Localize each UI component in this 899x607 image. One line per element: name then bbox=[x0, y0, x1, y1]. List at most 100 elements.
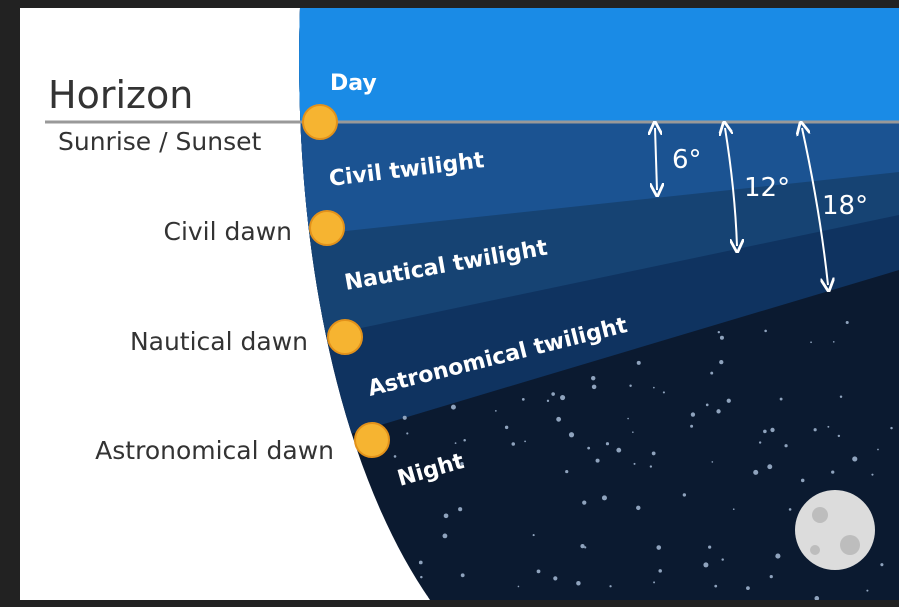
star bbox=[602, 495, 607, 500]
star bbox=[537, 570, 541, 574]
star bbox=[784, 444, 787, 447]
star bbox=[627, 418, 629, 420]
star bbox=[764, 330, 767, 333]
star bbox=[533, 534, 535, 536]
star bbox=[587, 447, 590, 450]
star bbox=[759, 441, 761, 443]
star bbox=[831, 470, 834, 473]
star bbox=[706, 404, 709, 407]
star bbox=[683, 493, 686, 496]
star bbox=[767, 464, 772, 469]
day-band bbox=[280, 8, 899, 122]
star bbox=[458, 507, 462, 511]
star bbox=[658, 569, 662, 573]
star bbox=[780, 398, 783, 401]
angle-label: 6° bbox=[672, 145, 702, 175]
star bbox=[512, 442, 516, 446]
horizon-label: Horizon bbox=[48, 73, 193, 117]
crater bbox=[812, 507, 828, 523]
star bbox=[838, 435, 840, 437]
sun bbox=[328, 320, 362, 354]
star bbox=[866, 590, 868, 592]
star bbox=[877, 449, 879, 451]
star bbox=[419, 562, 421, 564]
star bbox=[565, 470, 568, 473]
star bbox=[716, 409, 720, 413]
star bbox=[569, 432, 574, 437]
star bbox=[653, 581, 655, 583]
star bbox=[703, 562, 708, 567]
diagram: Horizon Sunrise / Sunset Civil dawn Naut… bbox=[0, 0, 899, 607]
sunrise-label: Sunrise / Sunset bbox=[58, 127, 261, 156]
star bbox=[880, 563, 883, 566]
star bbox=[652, 452, 656, 456]
star bbox=[770, 575, 773, 578]
star bbox=[451, 405, 456, 410]
star bbox=[711, 461, 713, 463]
sun bbox=[303, 105, 337, 139]
star bbox=[394, 455, 397, 458]
star bbox=[833, 341, 835, 343]
astronomical-dawn-label: Astronomical dawn bbox=[95, 436, 334, 465]
star bbox=[714, 585, 717, 588]
star bbox=[708, 546, 711, 549]
star bbox=[636, 506, 640, 510]
star bbox=[463, 439, 466, 442]
star bbox=[770, 428, 774, 432]
star bbox=[629, 385, 631, 387]
star bbox=[576, 581, 580, 585]
star bbox=[775, 554, 780, 559]
star bbox=[547, 400, 549, 402]
star bbox=[455, 442, 457, 444]
star bbox=[727, 399, 731, 403]
star bbox=[827, 426, 829, 428]
nautical-dawn-label: Nautical dawn bbox=[130, 327, 308, 356]
star bbox=[580, 544, 584, 548]
star bbox=[609, 585, 611, 587]
star bbox=[632, 431, 634, 433]
star bbox=[721, 558, 723, 560]
star bbox=[518, 586, 520, 588]
star bbox=[763, 430, 767, 434]
star bbox=[733, 508, 735, 510]
crater bbox=[810, 545, 820, 555]
star bbox=[718, 331, 720, 333]
star bbox=[616, 448, 621, 453]
star bbox=[443, 533, 448, 538]
star bbox=[840, 396, 842, 398]
star bbox=[710, 372, 713, 375]
star bbox=[634, 463, 636, 465]
star bbox=[591, 376, 595, 380]
star bbox=[720, 336, 724, 340]
star bbox=[690, 425, 693, 428]
star bbox=[814, 428, 817, 431]
star bbox=[553, 576, 557, 580]
star bbox=[606, 442, 609, 445]
star bbox=[551, 392, 555, 396]
star bbox=[890, 427, 892, 429]
star bbox=[495, 410, 497, 412]
star bbox=[746, 586, 750, 590]
star bbox=[852, 456, 857, 461]
star bbox=[653, 387, 655, 389]
star bbox=[656, 545, 661, 550]
civil-dawn-label: Civil dawn bbox=[163, 217, 292, 246]
star bbox=[522, 398, 525, 401]
sun bbox=[355, 423, 389, 457]
star bbox=[719, 360, 723, 364]
star bbox=[691, 412, 695, 416]
star bbox=[560, 395, 565, 400]
star bbox=[582, 501, 586, 505]
star bbox=[420, 576, 422, 578]
star bbox=[789, 508, 792, 511]
angle-label: 12° bbox=[744, 173, 790, 203]
crater bbox=[840, 535, 860, 555]
star bbox=[406, 432, 408, 434]
star bbox=[753, 470, 758, 475]
sun bbox=[310, 211, 344, 245]
moon bbox=[795, 490, 875, 570]
star bbox=[846, 321, 849, 324]
angle-label: 18° bbox=[822, 191, 868, 221]
star bbox=[871, 474, 873, 476]
star bbox=[650, 465, 652, 467]
